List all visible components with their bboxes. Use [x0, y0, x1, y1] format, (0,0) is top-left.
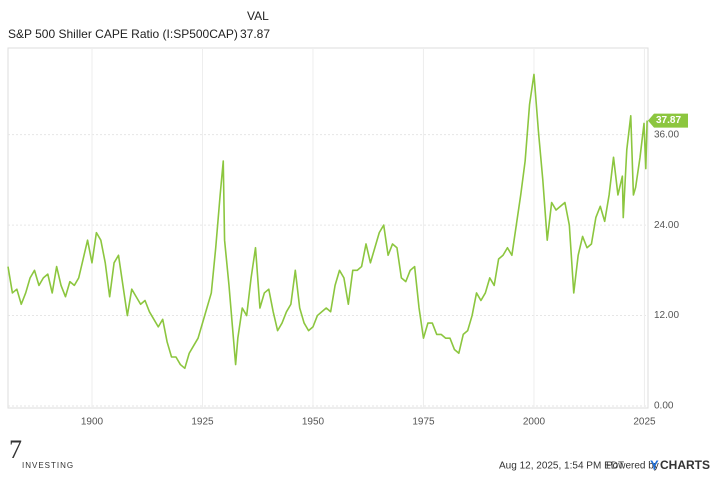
- logo-digit: 7: [9, 435, 22, 464]
- y-tick-label: 12.00: [654, 310, 679, 321]
- brand-rest: CHARTS: [660, 458, 710, 472]
- y-tick-label: 36.00: [654, 129, 679, 140]
- series-name: S&P 500 Shiller CAPE Ratio (I:SP500CAP): [8, 27, 238, 41]
- brand-y: Y: [650, 457, 659, 472]
- series-line: [7, 73, 648, 370]
- value-badge: [648, 113, 688, 128]
- header-label: VAL: [247, 9, 269, 23]
- logo-text: INVESTING: [22, 461, 74, 470]
- timestamp: Aug 12, 2025, 1:54 PM EDT: [499, 461, 624, 472]
- x-tick-label: 2025: [633, 417, 656, 428]
- x-tick-label: 1975: [412, 417, 435, 428]
- y-tick-label: 24.00: [654, 220, 679, 231]
- plot-frame: [7, 47, 649, 409]
- x-tick-label: 2000: [523, 417, 546, 428]
- current-value: 37.87: [240, 27, 270, 41]
- x-tick-label: 1950: [302, 417, 325, 428]
- x-tick-label: 1900: [81, 417, 104, 428]
- value-badge-label: 37.87: [656, 115, 681, 126]
- y-tick-label: 0.00: [654, 401, 674, 412]
- x-tick-label: 1925: [191, 417, 214, 428]
- powered-by: Powered by: [606, 461, 659, 472]
